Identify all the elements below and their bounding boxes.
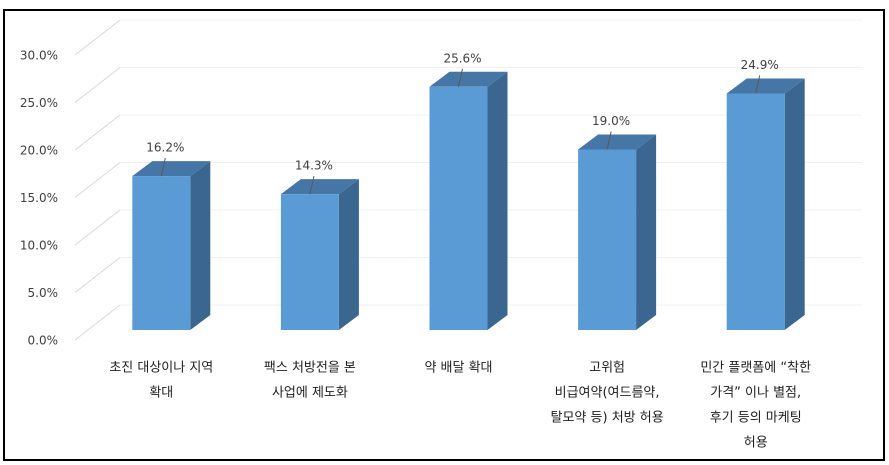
x-tick-label: 가격” 이나 별점,: [710, 386, 801, 401]
grid-line: [74, 114, 121, 151]
y-tick-label: 15.0%: [20, 191, 58, 205]
bar-top: [280, 179, 359, 195]
bar-top: [726, 78, 805, 94]
y-tick-label: 30.0%: [20, 49, 58, 63]
grid-line: [74, 67, 121, 103]
x-tick-label: 후기 등의 마케팅: [710, 411, 802, 426]
data-label: 19.0%: [592, 114, 630, 128]
data-label: 25.6%: [443, 51, 481, 65]
grid-line: [74, 304, 121, 341]
label-leader: [755, 75, 761, 94]
data-label: 16.2%: [146, 141, 184, 155]
bar-top: [578, 134, 657, 150]
label-leader: [606, 131, 612, 150]
label-leader: [160, 157, 166, 177]
bar: [132, 176, 191, 330]
x-tick-label: 민간 플랫폼에 “착한: [700, 361, 811, 376]
bar-side: [487, 71, 508, 331]
x-tick-label: 초진 대상이나 지역: [109, 361, 213, 376]
data-label: 24.9%: [741, 58, 779, 72]
label-leader: [458, 68, 463, 87]
bar-side: [338, 179, 359, 330]
y-tick-label: 5.0%: [28, 286, 59, 300]
x-tick-label: 팩스 처방전을 본: [264, 361, 356, 376]
y-tick-label: 20.0%: [20, 144, 58, 158]
bar: [726, 93, 785, 330]
x-tick-label: 비급여약(여드름약,: [555, 386, 660, 401]
bar: [578, 149, 637, 330]
x-tick-label: 허용: [744, 436, 768, 451]
bar-side: [190, 161, 211, 330]
x-tick-label: 탈모약 등) 처방 허용: [551, 411, 664, 426]
bar-side: [636, 134, 657, 330]
x-tick-label: 사업에 제도화: [272, 386, 348, 401]
y-tick-label: 0.0%: [28, 334, 59, 348]
label-leader: [309, 176, 315, 195]
x-tick-label: 확대: [149, 386, 173, 401]
bar-side: [784, 78, 805, 330]
bar: [429, 86, 488, 330]
bar-top: [429, 71, 508, 87]
x-tick-label: 약 배달 확대: [424, 361, 492, 376]
data-label: 14.3%: [295, 159, 333, 173]
bar: [280, 194, 339, 330]
y-tick-label: 25.0%: [20, 96, 58, 110]
x-tick-label: 고위험: [589, 361, 625, 376]
bar-top: [132, 161, 211, 177]
y-tick-label: 10.0%: [20, 239, 58, 253]
grid-line: [74, 209, 121, 246]
grid-line: [74, 257, 121, 293]
grid-line: [74, 19, 121, 56]
grid-line: [74, 162, 121, 198]
